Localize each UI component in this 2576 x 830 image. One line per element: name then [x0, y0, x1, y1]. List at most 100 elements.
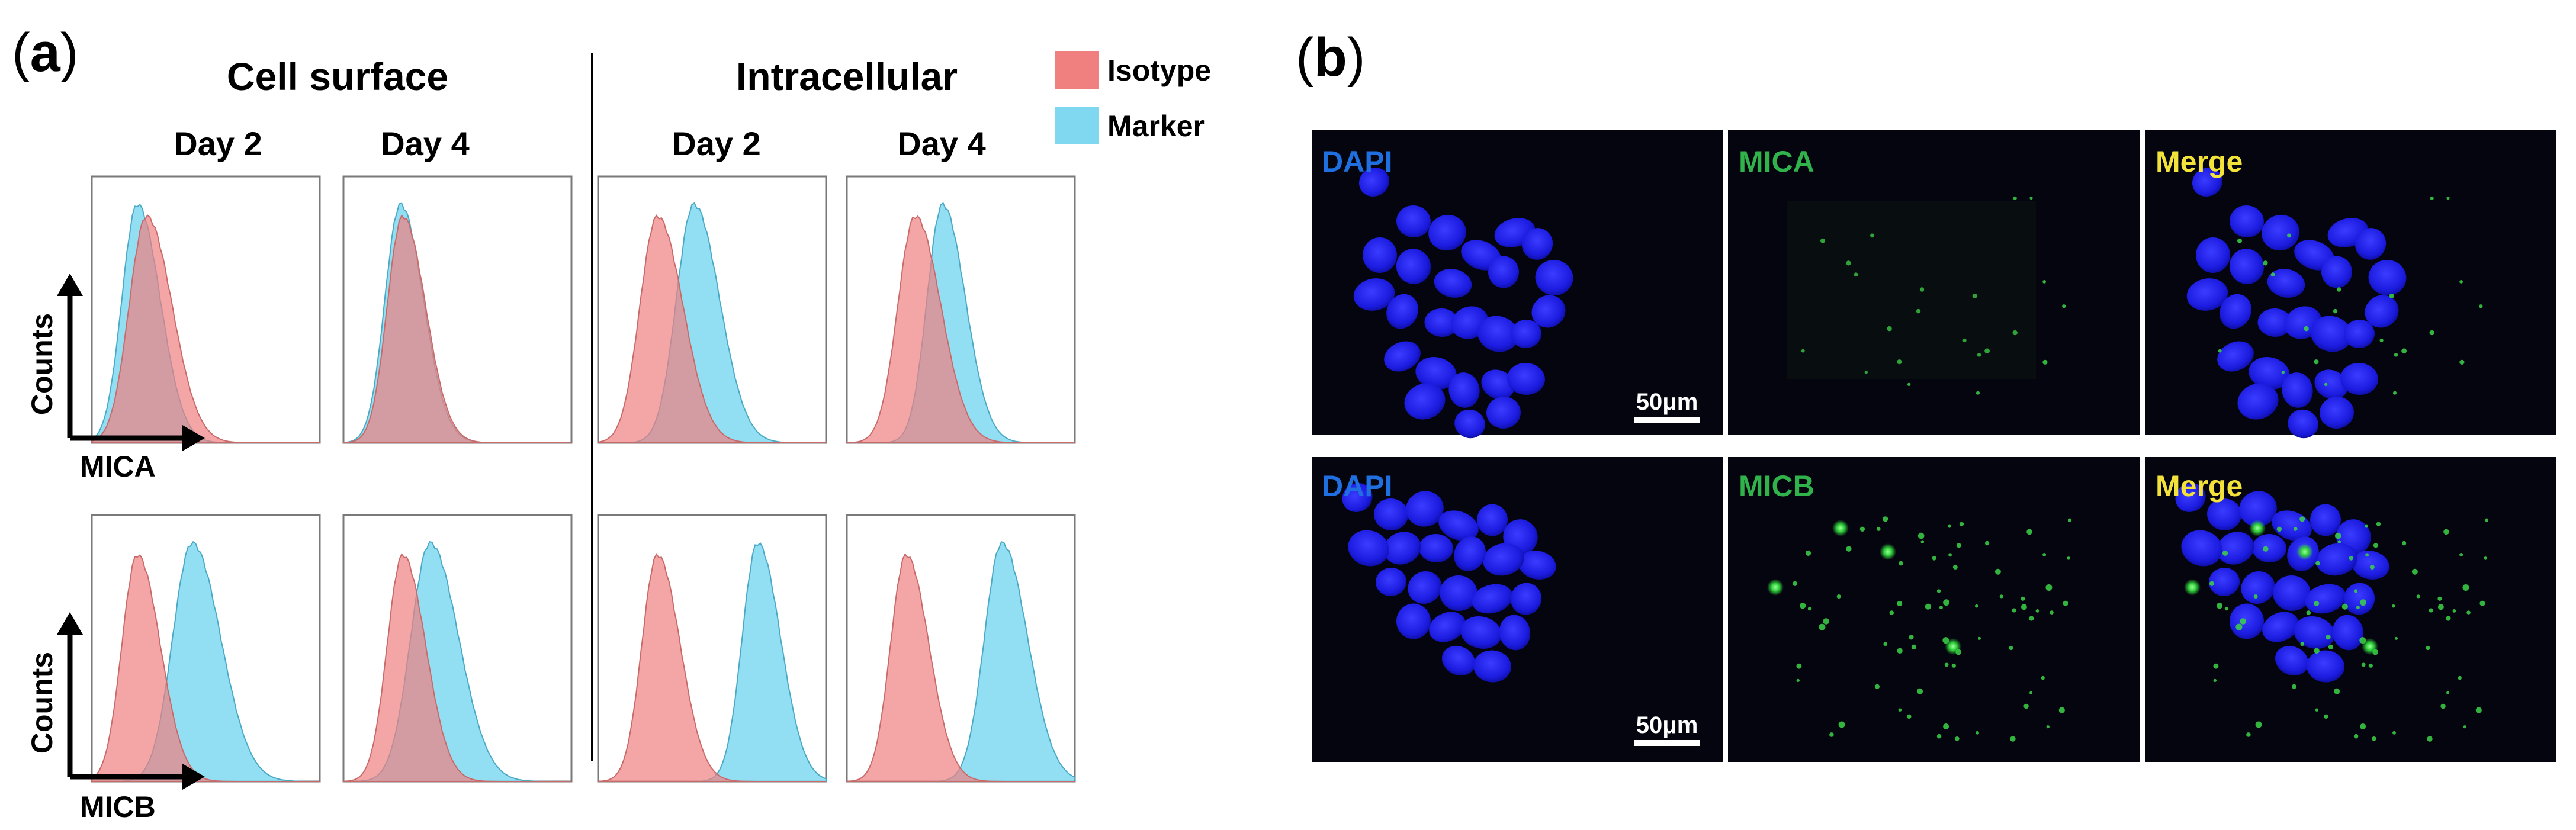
micrograph-r2-c3 [2145, 457, 2556, 762]
nucleus [2241, 571, 2275, 604]
green-puncta [2389, 294, 2394, 298]
green-bright-spot [1945, 638, 1961, 655]
nucleus [2257, 308, 2292, 337]
green-puncta [2334, 688, 2340, 694]
histogram-mica-intracellular-day2 [597, 175, 827, 444]
green-puncta [2213, 678, 2217, 683]
green-puncta [2479, 600, 2485, 606]
histogram-micb-surface-day4 [342, 514, 573, 783]
green-puncta [1823, 618, 1829, 625]
micrograph-r1-c2 [1728, 130, 2140, 435]
green-puncta [2372, 736, 2376, 741]
green-puncta [1943, 723, 1949, 729]
nucleus [2239, 491, 2277, 527]
nucleus [2332, 615, 2364, 651]
nucleus [2192, 167, 2223, 197]
green-puncta [2324, 382, 2328, 386]
green-puncta [1846, 260, 1851, 266]
histogram-micb-intracellular-day2 [597, 514, 827, 783]
nucleus [1454, 409, 1485, 439]
green-puncta [1829, 732, 1834, 737]
nucleus [1499, 615, 1531, 651]
green-puncta [2012, 608, 2016, 613]
green-puncta [2458, 675, 2462, 680]
green-puncta [2462, 584, 2469, 591]
green-puncta [1805, 550, 1811, 556]
green-puncta [2314, 648, 2320, 654]
nucleus [1404, 383, 1446, 420]
green-puncta [1919, 287, 1925, 292]
green-puncta [1939, 606, 1943, 610]
green-puncta [2300, 642, 2305, 646]
green-puncta [1975, 604, 1978, 608]
nucleus [2275, 645, 2309, 676]
green-puncta [2459, 280, 2463, 284]
green-puncta [2029, 196, 2033, 200]
green-puncta [1959, 522, 1964, 526]
green-puncta [1951, 663, 1956, 668]
green-puncta [1948, 553, 1952, 557]
green-puncta [2315, 561, 2320, 566]
scale-bar-label-2: 50μm [1636, 712, 1698, 738]
green-puncta [1976, 391, 1980, 395]
green-puncta [1887, 326, 1892, 332]
nucleus [2314, 369, 2348, 400]
nucleus [2229, 249, 2265, 284]
histogram-isotype-area [343, 214, 571, 443]
green-puncta [2068, 518, 2072, 522]
nucleus [2217, 341, 2254, 372]
histogram-isotype-area [91, 554, 320, 782]
green-puncta [1916, 308, 1921, 314]
green-puncta [2337, 540, 2341, 543]
x-axis-arrow-mica [182, 425, 205, 451]
green-bright-spot [1767, 579, 1784, 596]
nucleus [2368, 259, 2407, 296]
green-puncta [2276, 526, 2282, 532]
green-puncta [2326, 635, 2331, 640]
green-puncta [2360, 723, 2366, 729]
green-puncta [1870, 233, 1875, 238]
green-puncta [2365, 553, 2369, 557]
green-puncta [2361, 662, 2366, 667]
green-puncta [1820, 238, 1825, 243]
green-puncta [2446, 196, 2450, 200]
axes-micb [57, 612, 205, 790]
green-puncta [2042, 553, 2047, 556]
nucleus [2217, 532, 2254, 565]
nucleus [2305, 584, 2346, 614]
nucleus [1507, 362, 1545, 395]
micrograph-background [1728, 130, 2140, 435]
nucleus [1362, 237, 1398, 273]
green-puncta [2041, 675, 2045, 680]
scale-bar-label-1: 50μm [1636, 389, 1698, 415]
green-puncta [2341, 603, 2348, 610]
x-axis-label-mica: MICA [80, 450, 156, 483]
histogram-isotype-area [343, 553, 571, 782]
green-puncta [2411, 568, 2418, 575]
green-puncta [2392, 391, 2397, 395]
green-bright-spot [2296, 543, 2313, 560]
histogram-mica-surface-day2 [91, 175, 321, 444]
green-puncta [2440, 703, 2446, 709]
green-puncta [1925, 603, 1931, 610]
nucleus [2307, 650, 2344, 683]
green-puncta [1976, 731, 1979, 735]
nucleus [1386, 294, 1418, 329]
x-axis-label-micb: MICB [80, 790, 156, 823]
green-puncta [1907, 382, 1911, 386]
green-puncta [2429, 330, 2434, 336]
green-puncta [2334, 532, 2341, 539]
green-puncta [2012, 330, 2018, 336]
axes-mica [57, 274, 205, 451]
nucleus [1531, 295, 1566, 328]
green-puncta [2029, 616, 2034, 621]
green-puncta [2235, 623, 2243, 630]
nucleus [1348, 530, 1389, 567]
nucleus [1415, 357, 1457, 390]
nucleus [1419, 533, 1453, 563]
green-puncta [1800, 603, 1806, 609]
histogram-isotype-area [91, 214, 320, 443]
green-puncta [2459, 553, 2463, 556]
nucleus [1434, 269, 1472, 298]
nucleus [2209, 567, 2240, 597]
